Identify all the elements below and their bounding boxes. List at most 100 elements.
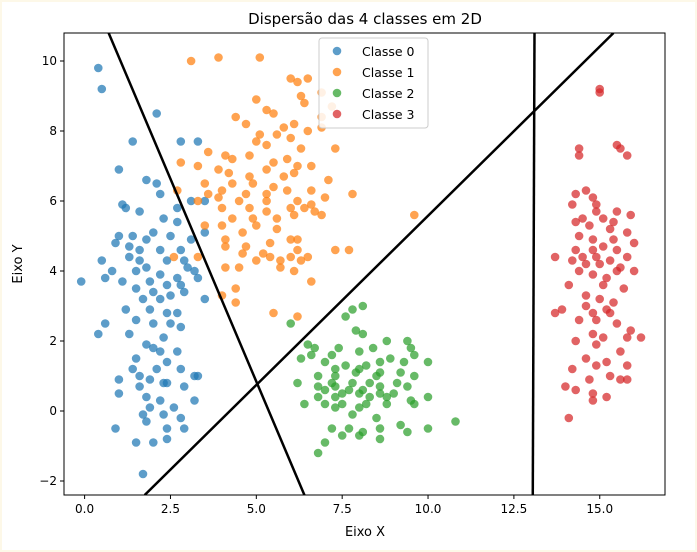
- data-point: [100, 273, 110, 283]
- data-point: [186, 56, 196, 66]
- data-point: [622, 375, 632, 384]
- data-point: [588, 245, 598, 255]
- data-point: [331, 371, 340, 381]
- data-point: [365, 378, 375, 388]
- x-axis-label: Eixo X: [345, 525, 385, 540]
- data-point: [337, 389, 347, 398]
- data-point: [327, 424, 337, 433]
- data-point: [228, 154, 237, 164]
- data-point: [348, 378, 357, 388]
- data-point: [251, 256, 261, 265]
- data-point: [307, 200, 316, 209]
- data-point: [550, 252, 560, 262]
- x-tick-label: 2.5: [161, 502, 180, 516]
- data-point: [588, 396, 598, 405]
- data-point: [410, 210, 419, 220]
- data-point: [173, 203, 182, 213]
- x-axis-ticks: 0.0 2.5 5.0 7.5 10.0 12.5 15.0: [75, 495, 613, 516]
- legend-marker: [332, 46, 342, 56]
- data-point: [169, 403, 179, 412]
- data-point: [358, 301, 368, 311]
- data-point: [568, 256, 577, 265]
- data-point: [616, 347, 625, 356]
- data-point: [152, 179, 161, 188]
- data-point: [303, 126, 313, 136]
- decision-line-3: [531, 33, 536, 495]
- data-point: [293, 161, 302, 171]
- data-point: [262, 207, 271, 216]
- data-point: [331, 403, 340, 412]
- data-point: [155, 294, 165, 304]
- plot-area-frame: [63, 32, 666, 496]
- data-point: [200, 221, 210, 230]
- data-point: [622, 252, 632, 262]
- data-point: [149, 228, 158, 237]
- y-tick-label: −2: [39, 474, 57, 488]
- data-point: [307, 277, 316, 286]
- data-point: [114, 231, 124, 241]
- data-point: [128, 231, 137, 241]
- data-point: [125, 329, 134, 339]
- data-point: [320, 357, 330, 367]
- data-point: [592, 207, 601, 216]
- legend: Classe 0 Classe 1 Classe 2 Classe 3: [318, 37, 429, 129]
- data-point: [382, 392, 392, 402]
- data-point: [310, 343, 320, 353]
- decision-line-1: [107, 33, 306, 495]
- data-point: [149, 287, 158, 297]
- data-point: [276, 263, 285, 272]
- data-point: [162, 424, 172, 433]
- data-point: [179, 287, 189, 297]
- data-point: [186, 196, 196, 206]
- data-point: [592, 361, 601, 370]
- data-point: [320, 438, 330, 447]
- data-point: [179, 424, 189, 433]
- data-point: [568, 200, 577, 209]
- data-point: [262, 105, 271, 115]
- data-point: [262, 165, 271, 174]
- data-point: [403, 336, 412, 346]
- data-point: [598, 280, 608, 290]
- data-point: [145, 305, 155, 314]
- data-point: [279, 172, 289, 181]
- data-point: [203, 189, 213, 199]
- data-point: [176, 245, 186, 255]
- data-point: [221, 242, 230, 251]
- data-point: [303, 252, 313, 262]
- data-point: [355, 403, 364, 412]
- data-point: [568, 364, 577, 374]
- data-point: [557, 305, 567, 314]
- data-point: [228, 214, 237, 223]
- data-point: [179, 256, 189, 265]
- data-point: [337, 431, 347, 440]
- data-point: [269, 109, 278, 118]
- legend-label: Classe 2: [362, 86, 415, 101]
- data-point: [145, 375, 155, 384]
- data-point: [337, 399, 347, 409]
- data-point: [128, 364, 137, 374]
- data-point: [159, 410, 168, 419]
- data-point: [135, 256, 144, 265]
- data-point: [361, 361, 371, 370]
- data-point: [234, 263, 244, 272]
- data-point: [571, 245, 580, 255]
- data-point: [131, 438, 141, 447]
- data-point: [355, 431, 364, 440]
- data-point: [145, 403, 155, 412]
- data-point: [138, 410, 148, 419]
- data-point: [114, 389, 124, 398]
- data-point: [258, 249, 268, 258]
- data-point: [176, 280, 186, 290]
- legend-marker: [332, 88, 342, 98]
- data-point: [176, 322, 186, 332]
- data-point: [629, 238, 639, 248]
- data-point: [595, 88, 604, 97]
- data-point: [214, 53, 223, 62]
- chart-title: Dispersão das 4 classes em 2D: [248, 10, 482, 28]
- data-point: [612, 207, 622, 216]
- data-point: [166, 319, 175, 328]
- y-axis-ticks: −2 0 2 4 6 8 10: [39, 54, 64, 488]
- data-point: [155, 245, 165, 255]
- data-point: [331, 245, 340, 255]
- data-point: [612, 266, 622, 276]
